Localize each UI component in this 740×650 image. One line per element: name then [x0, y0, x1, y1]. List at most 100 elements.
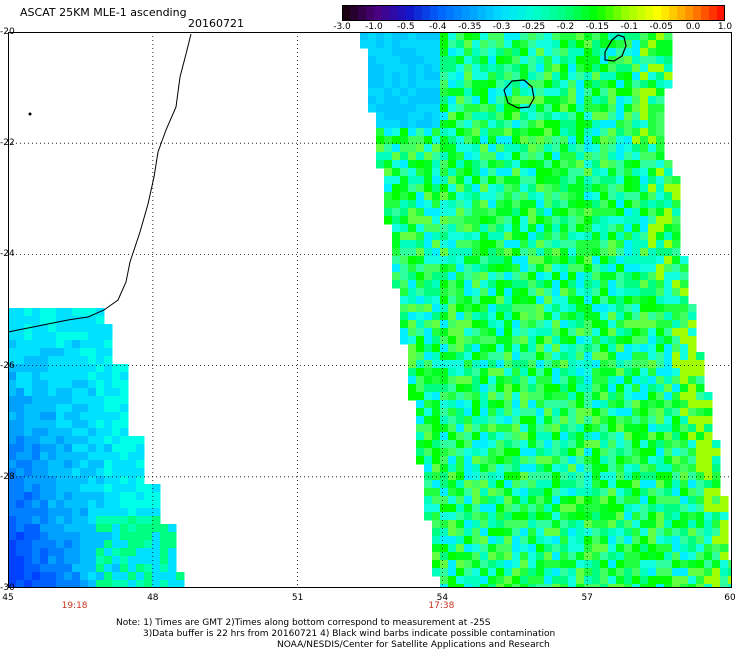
swath-cell [552, 584, 561, 588]
swath-cell [368, 72, 377, 81]
swath-cell [544, 232, 553, 241]
swath-cell [56, 388, 65, 397]
swath-cell [464, 64, 473, 73]
swath-cell [128, 540, 137, 549]
swath-cell [656, 576, 665, 585]
swath-cell [16, 332, 25, 341]
swath-cell [48, 372, 57, 381]
colorbar-label: -0.5 [397, 22, 415, 32]
swath-cell [32, 524, 41, 533]
swath-cell [648, 96, 657, 105]
swath-cell [688, 528, 697, 537]
swath-cell [536, 320, 545, 329]
swath-cell [592, 32, 601, 41]
swath-cell [552, 32, 561, 41]
swath-cell [536, 176, 545, 185]
swath-cell [432, 248, 441, 257]
swath-cell [8, 452, 17, 461]
swath-cell [592, 152, 601, 161]
swath-cell [472, 392, 481, 401]
swath-cell [456, 456, 465, 465]
swath-cell [632, 72, 641, 81]
swath-cell [624, 448, 633, 457]
swath-cell [408, 224, 417, 233]
swath-cell [464, 80, 473, 89]
swath-cell [528, 536, 537, 545]
swath-cell [640, 144, 649, 153]
swath-cell [568, 560, 577, 569]
swath-cell [664, 480, 673, 489]
swath-cell [120, 396, 129, 405]
swath-cell [480, 440, 489, 449]
plot-frame [8, 32, 732, 588]
swath-cell [152, 572, 161, 581]
swath-cell [528, 568, 537, 577]
swath-cell [448, 96, 457, 105]
swath-cell [512, 312, 521, 321]
swath-cell [600, 472, 609, 481]
swath-cell [448, 416, 457, 425]
swath-cell [32, 412, 41, 421]
swath-cell [416, 400, 425, 409]
swath-cell [408, 192, 417, 201]
swath-cell [616, 160, 625, 169]
swath-cell [40, 460, 49, 469]
swath-cell [664, 448, 673, 457]
swath-cell [88, 380, 97, 389]
swath-cell [624, 224, 633, 233]
swath-cell [576, 304, 585, 313]
swath-cell [136, 564, 145, 573]
swath-cell [504, 224, 513, 233]
swath-cell [88, 332, 97, 341]
swath-cell [656, 32, 665, 41]
swath-cell [592, 216, 601, 225]
swath-cell [656, 168, 665, 177]
swath-cell [640, 112, 649, 121]
swath-cell [40, 340, 49, 349]
swath-cell [56, 564, 65, 573]
swath-cell [408, 232, 417, 241]
swath-cell [512, 280, 521, 289]
swath-cell [448, 400, 457, 409]
swath-cell [568, 480, 577, 489]
swath-cell [144, 548, 153, 557]
swath-cell [680, 440, 689, 449]
swath-cell [616, 408, 625, 417]
swath-cell [96, 460, 105, 469]
swath-cell [632, 384, 641, 393]
swath-cell [704, 480, 713, 489]
swath-cell [616, 248, 625, 257]
swath-cell [504, 176, 513, 185]
swath-cell [568, 160, 577, 169]
swath-cell [56, 556, 65, 565]
swath-cell [448, 432, 457, 441]
swath-cell [424, 144, 433, 153]
swath-cell [72, 420, 81, 429]
swath-cell [560, 560, 569, 569]
swath-cell [432, 152, 441, 161]
swath-cell [424, 80, 433, 89]
swath-cell [640, 384, 649, 393]
swath-cell [568, 200, 577, 209]
swath-cell [472, 240, 481, 249]
swath-cell [472, 224, 481, 233]
swath-cell [648, 72, 657, 81]
swath-cell [424, 96, 433, 105]
swath-cell [56, 508, 65, 517]
swath-cell [488, 200, 497, 209]
swath-cell [464, 328, 473, 337]
swath-cell [672, 384, 681, 393]
swath-cell [728, 584, 732, 588]
colorbar-segment [373, 5, 383, 21]
swath-cell [48, 564, 57, 573]
swath-cell [672, 544, 681, 553]
swath-cell [160, 540, 169, 549]
swath-cell [536, 576, 545, 585]
swath-cell [576, 432, 585, 441]
swath-cell [528, 352, 537, 361]
swath-cell [640, 328, 649, 337]
swath-cell [656, 320, 665, 329]
swath-cell [72, 468, 81, 477]
swath-cell [568, 336, 577, 345]
swath-cell [632, 448, 641, 457]
